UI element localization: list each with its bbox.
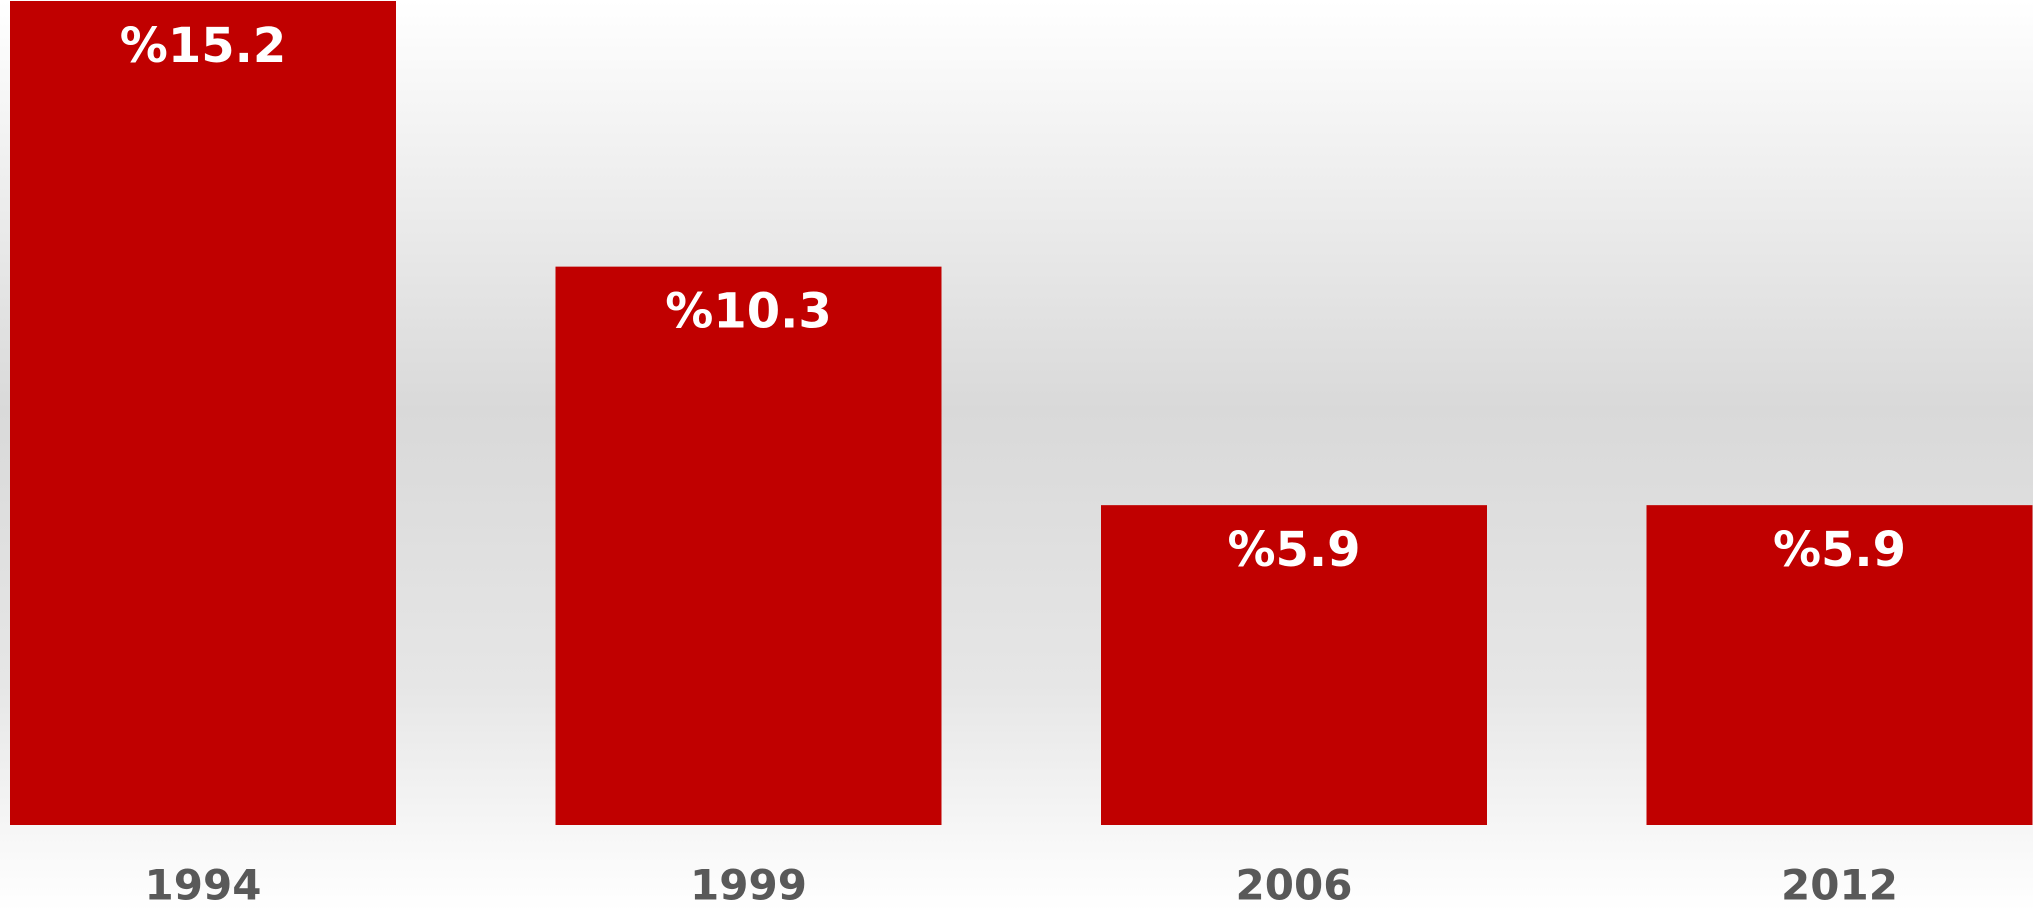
- value-label: %5.9: [1773, 522, 1906, 578]
- x-tick-label: 2006: [1236, 861, 1353, 910]
- bar: [1101, 505, 1487, 825]
- bar: [10, 1, 396, 825]
- x-tick-label: 1994: [145, 861, 262, 910]
- value-label: %10.3: [665, 284, 832, 340]
- bar: [1646, 505, 2033, 825]
- x-tick-label: 2012: [1781, 861, 1898, 910]
- bar: [555, 266, 942, 825]
- x-tick-label: 1999: [690, 861, 807, 910]
- value-label: %15.2: [120, 18, 287, 74]
- value-label: %5.9: [1227, 522, 1360, 578]
